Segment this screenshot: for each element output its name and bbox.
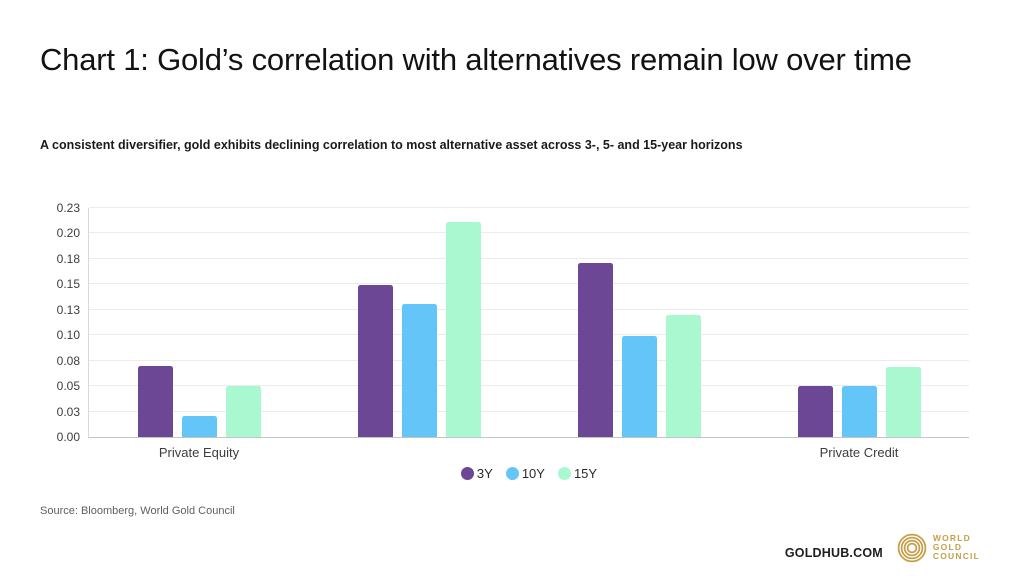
y-tick-label: 0.05 (56, 379, 80, 394)
plot-area: 0.00 0.03 0.05 0.08 0.10 0.13 0.15 0.18 0.20 0.23… (57, 201, 969, 481)
bar-15y-group1 (225, 386, 261, 437)
gridline (89, 410, 969, 412)
y-tick-label: 0.15 (56, 277, 80, 292)
wgc-logo-line: COUNCIL (932, 551, 980, 561)
legend-dot-icon (557, 467, 571, 480)
category-label-3 (529, 445, 749, 460)
bar-3y-group1 (137, 365, 173, 437)
concentric-circles-icon (897, 533, 927, 563)
y-tick-label: 0.08 (56, 353, 80, 368)
gridline (89, 283, 969, 285)
gridline (89, 207, 969, 208)
brand-footer: GOLDHUB.COM WORLD GOLD COUNCIL (785, 533, 980, 563)
gridline (89, 232, 969, 234)
legend-item-3y: 3Y (460, 466, 493, 481)
y-tick-label: 0.00 (56, 430, 80, 444)
page-title: Chart 1: Gold’s correlation with alterna… (40, 42, 912, 77)
wgc-rings-icon (897, 533, 927, 563)
y-tick-label: 0.10 (56, 328, 80, 343)
bar-group-1 (89, 208, 309, 437)
category-label-2 (309, 445, 529, 460)
legend-dot-icon (460, 467, 474, 480)
gridline (89, 385, 969, 387)
wgc-logo-line: WORLD (932, 533, 971, 543)
legend-label: 3Y (476, 466, 493, 481)
bar-3y-group2 (357, 285, 393, 437)
goldhub-wordmark: GOLDHUB.COM (784, 546, 883, 560)
bar-15y-group4 (885, 366, 921, 437)
y-tick-label: 0.18 (56, 251, 80, 266)
bar-10y-group4 (841, 386, 877, 437)
gridline (89, 257, 969, 259)
bar-3y-group3 (577, 262, 613, 437)
wgc-logo-line: GOLD (932, 542, 963, 552)
bar-15y-group2 (445, 222, 481, 437)
bar-group-4 (749, 208, 969, 437)
legend-item-10y: 10Y (505, 466, 545, 481)
wgc-logo-text: WORLD GOLD COUNCIL (933, 534, 980, 561)
chart-subtitle: A consistent diversifier, gold exhibits … (40, 138, 743, 152)
bar-15y-group3 (665, 314, 701, 437)
bar-10y-group1 (181, 415, 217, 437)
y-tick-label: 0.13 (56, 302, 80, 317)
bar-10y-group2 (401, 303, 437, 437)
bar-group-3 (529, 208, 749, 437)
category-label-1: Private Equity (158, 445, 240, 460)
gridline (89, 359, 969, 361)
y-tick-label: 0.03 (56, 404, 80, 419)
bar-10y-group3 (621, 336, 657, 437)
category-label-4: Private Credit (819, 445, 899, 460)
gridline (89, 308, 969, 310)
bar-3y-group4 (797, 386, 833, 437)
source-note: Source: Bloomberg, World Gold Council (40, 505, 235, 517)
legend-label: 10Y (521, 466, 545, 481)
legend: 3Y 10Y 15Y (89, 466, 969, 481)
bar-groups (89, 208, 969, 437)
bar-group-2 (309, 208, 529, 437)
legend-item-15y: 15Y (557, 466, 598, 481)
legend-dot-icon (505, 467, 519, 480)
y-tick-label: 0.23 (56, 201, 80, 215)
legend-label: 15Y (573, 466, 598, 481)
y-tick-label: 0.20 (56, 226, 80, 241)
gridline (89, 334, 969, 336)
x-axis-labels: Private Equity Private Credit (89, 445, 969, 460)
